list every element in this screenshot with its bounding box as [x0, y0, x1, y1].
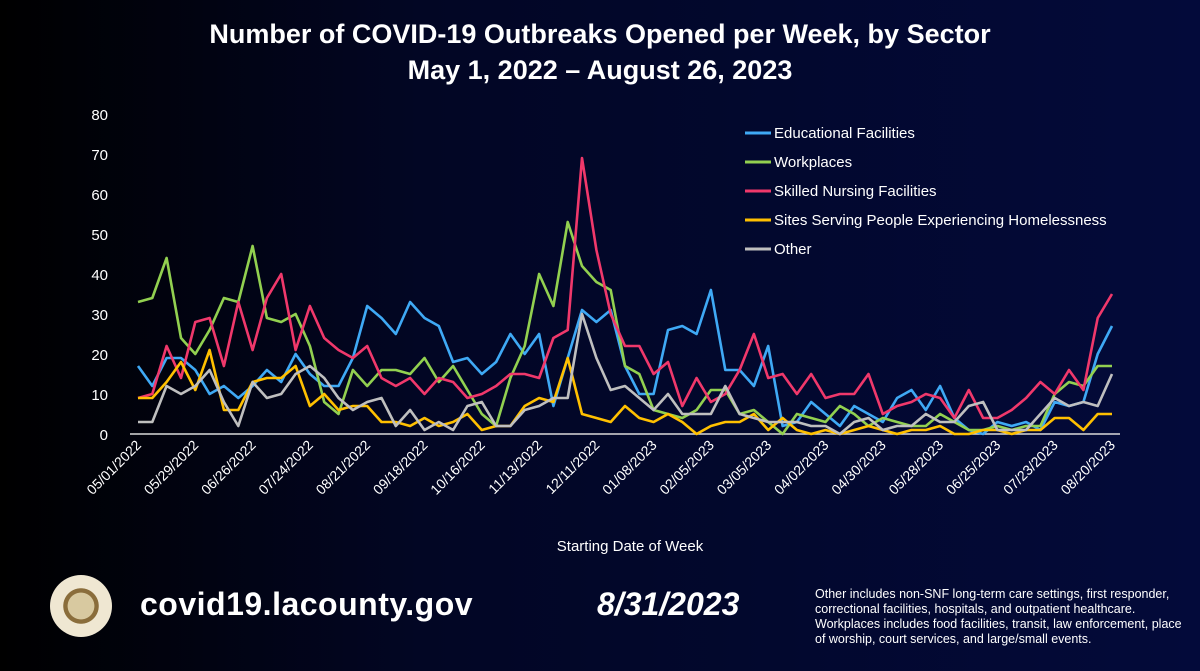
y-tick-label: 50: [91, 227, 108, 244]
report-date: 8/31/2023: [597, 586, 740, 622]
x-tick-label: 05/01/2022: [83, 437, 144, 498]
y-tick-label: 30: [91, 307, 108, 324]
series-line-workplaces: [137, 220, 1112, 436]
x-tick-label: 03/05/2023: [713, 437, 774, 498]
x-tick-label: 08/21/2022: [312, 437, 373, 498]
series-line-sites-serving-people-experiencing-homelessness: [138, 348, 1112, 436]
y-tick-label: 20: [91, 347, 108, 364]
y-tick-label: 60: [91, 187, 108, 204]
x-tick-label: 01/08/2023: [599, 437, 660, 498]
legend-entry: Other: [774, 241, 812, 258]
x-tick-label: 06/26/2022: [198, 437, 259, 498]
x-tick-label: 08/20/2023: [1057, 437, 1118, 498]
y-tick-label: 10: [91, 387, 108, 404]
legend-entry: Sites Serving People Experiencing Homele…: [774, 212, 1107, 229]
y-tick-label: 0: [100, 427, 108, 444]
x-tick-label: 12/11/2022: [542, 437, 602, 497]
website-url[interactable]: covid19.lacounty.gov: [140, 586, 474, 622]
legend-entry: Educational Facilities: [774, 125, 915, 142]
y-tick-label: 40: [91, 267, 108, 284]
x-tick-label: 05/28/2023: [885, 437, 946, 498]
chart-subtitle: May 1, 2022 – August 26, 2023: [407, 55, 793, 85]
footnote: Other includes non-SNF long-term care se…: [815, 587, 1182, 646]
x-tick-label: 07/23/2023: [1000, 437, 1061, 498]
county-seal-logo: [50, 575, 112, 637]
legend-entry: Workplaces: [774, 154, 852, 171]
x-tick-label: 02/05/2023: [656, 437, 717, 498]
y-tick-label: 80: [91, 107, 108, 124]
x-tick-label: 11/13/2022: [485, 437, 545, 497]
x-tick-label: 05/29/2022: [141, 437, 202, 498]
x-tick-label: 10/16/2022: [427, 437, 488, 498]
x-axis-label: Starting Date of Week: [556, 538, 704, 555]
series-line-other: [138, 312, 1114, 436]
chart-title: Number of COVID-19 Outbreaks Opened per …: [209, 19, 991, 49]
legend-entry: Skilled Nursing Facilities: [774, 183, 937, 200]
x-tick-label: 07/24/2022: [255, 437, 316, 498]
x-tick-label: 06/25/2023: [943, 437, 1004, 498]
x-tick-label: 09/18/2022: [370, 437, 431, 498]
x-tick-label: 04/02/2023: [771, 437, 832, 498]
x-tick-label: 04/30/2023: [828, 437, 889, 498]
series-line-skilled-nursing-facilities: [137, 156, 1114, 420]
y-tick-label: 70: [91, 147, 108, 164]
